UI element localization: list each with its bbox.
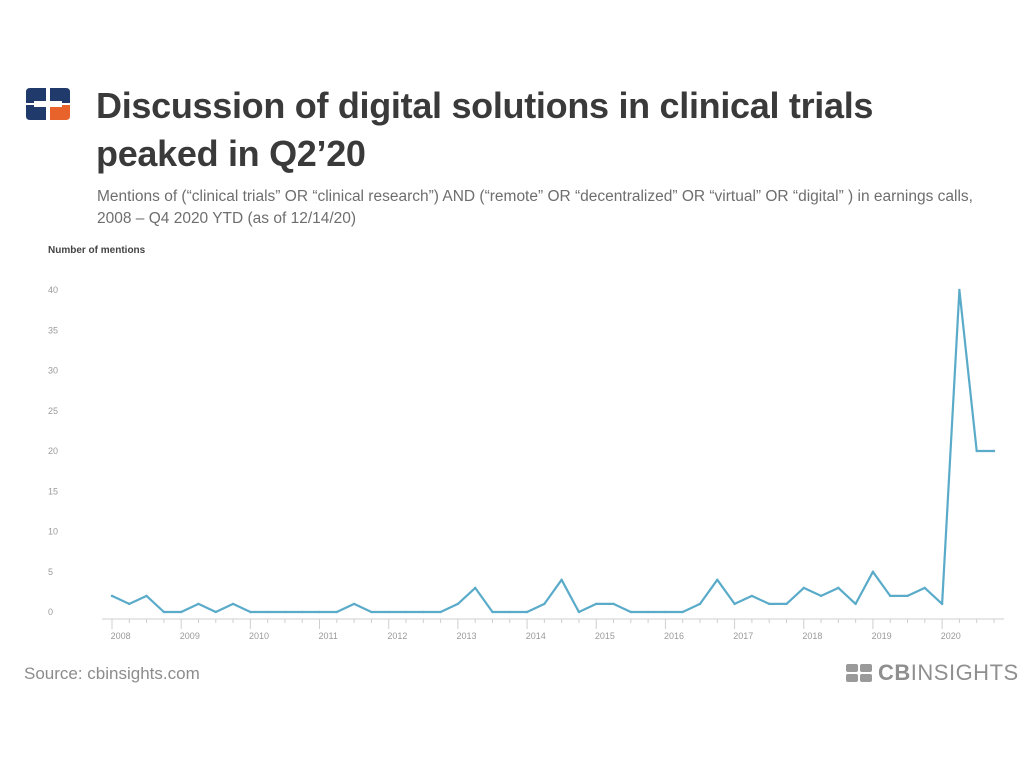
data-point	[595, 602, 598, 606]
data-point	[802, 586, 805, 590]
brand-light: INSIGHTS	[910, 660, 1019, 685]
data-point	[612, 602, 615, 606]
data-point	[404, 610, 408, 614]
y-tick-label: 30	[48, 366, 58, 376]
data-point	[543, 602, 546, 606]
data-point	[335, 610, 339, 614]
data-point	[958, 288, 961, 292]
data-point	[577, 610, 581, 614]
data-point	[992, 449, 996, 453]
series-line	[110, 288, 996, 614]
data-point	[837, 586, 840, 590]
x-tick-label: 2013	[457, 631, 477, 641]
data-point	[733, 602, 736, 606]
data-point	[197, 602, 200, 606]
data-point	[128, 602, 131, 606]
data-point	[767, 602, 771, 606]
data-point	[214, 610, 217, 614]
data-point	[681, 610, 684, 614]
y-tick-label: 25	[48, 406, 58, 416]
y-tick-label: 0	[48, 607, 53, 617]
y-tick-label: 40	[48, 285, 58, 295]
data-point	[508, 610, 511, 614]
x-tick-label: 2017	[733, 631, 753, 641]
x-tick-label: 2020	[941, 631, 961, 641]
x-tick-label: 2019	[872, 631, 892, 641]
data-point	[889, 594, 892, 598]
data-point	[906, 594, 909, 598]
x-tick-label: 2009	[180, 631, 200, 641]
data-point	[664, 610, 667, 614]
data-point	[318, 610, 321, 614]
data-point	[854, 602, 857, 606]
data-point	[473, 586, 477, 590]
data-point	[249, 610, 252, 614]
brand-logo: CBINSIGHTS	[846, 660, 1019, 686]
chart-title: Discussion of digital solutions in clini…	[96, 85, 874, 174]
line-chart: 0 5 10 15 20 25 30 35 40 2008 2009 2010 2011 2012 2013…	[48, 285, 1004, 641]
x-tick-label: 2008	[111, 631, 131, 641]
data-point	[301, 610, 304, 614]
data-point	[698, 602, 702, 606]
data-point	[646, 610, 650, 614]
data-point	[162, 610, 166, 614]
cbinsights-logo-icon	[26, 88, 70, 120]
data-point	[456, 602, 460, 606]
data-point	[785, 602, 788, 606]
data-point	[145, 594, 148, 598]
data-point	[560, 578, 563, 581]
data-point	[283, 610, 287, 614]
data-point	[387, 610, 390, 614]
data-point	[370, 610, 373, 614]
x-tick-label: 2016	[664, 631, 684, 641]
cb-brand-icon	[846, 664, 872, 682]
data-point	[716, 578, 719, 581]
data-point	[629, 610, 633, 614]
x-tick-label: 2015	[595, 631, 615, 641]
x-tick-label: 2012	[387, 631, 407, 641]
data-point	[923, 586, 927, 590]
data-point	[266, 610, 269, 614]
y-tick-label: 20	[48, 446, 58, 456]
y-tick-label: 5	[48, 567, 53, 577]
y-tick-label: 10	[48, 527, 58, 537]
x-tick-label: 2010	[249, 631, 269, 641]
data-point	[491, 610, 494, 614]
chart-subtitle: Mentions of (“clinical trials” OR “clini…	[97, 188, 973, 227]
data-point	[439, 610, 442, 614]
data-point	[110, 594, 114, 598]
y-tick-label: 35	[48, 325, 58, 335]
x-tick-label: 2011	[318, 631, 337, 641]
brand-wordmark: CBINSIGHTS	[878, 660, 1019, 686]
data-point	[819, 594, 823, 598]
data-point	[871, 570, 875, 573]
brand-bold: CB	[878, 660, 911, 685]
data-point	[422, 610, 425, 614]
data-point	[231, 602, 235, 606]
y-axis-label: Number of mentions	[48, 245, 146, 256]
y-tick-label: 15	[48, 486, 58, 496]
data-point	[975, 449, 978, 453]
x-tick-label: 2014	[526, 631, 546, 641]
data-point	[940, 602, 944, 606]
data-point	[525, 610, 529, 614]
data-point	[352, 602, 356, 606]
data-point	[750, 594, 754, 598]
source-text: Source: cbinsights.com	[24, 664, 200, 683]
data-point	[179, 610, 183, 614]
x-tick-label: 2018	[802, 631, 822, 641]
